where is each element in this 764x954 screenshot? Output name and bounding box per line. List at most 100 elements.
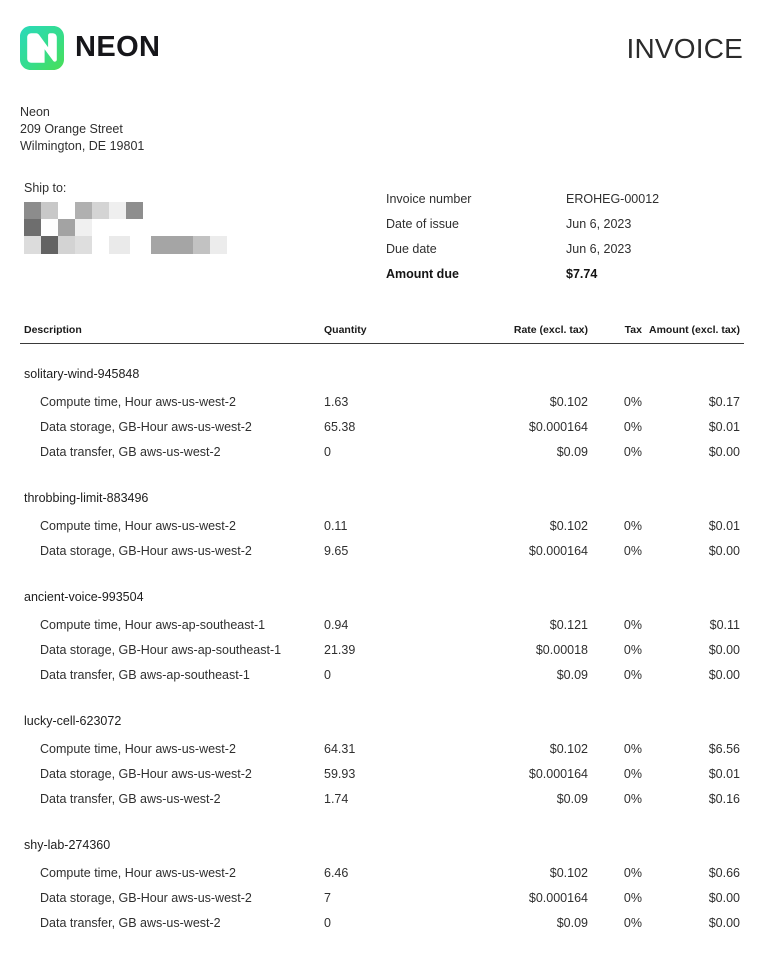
- company-city-state-zip: Wilmington, DE 19801: [20, 139, 145, 153]
- table-header-row: Description Quantity Rate (excl. tax) Ta…: [20, 324, 744, 344]
- redaction-block: [41, 219, 58, 236]
- invoice-detail-label: Due date: [386, 242, 437, 256]
- line-item-description: Data transfer, GB aws-us-west-2: [40, 916, 221, 930]
- line-item-tax: 0%: [623, 618, 642, 632]
- line-item-quantity: 0: [324, 916, 331, 930]
- line-item-amount: $0.11: [709, 618, 740, 632]
- line-item-quantity: 9.65: [324, 544, 349, 558]
- redaction-block: [58, 202, 75, 219]
- line-item-group: shy-lab-274360 Compute time, Hour aws-us-…: [20, 838, 744, 936]
- table-row: Data storage, GB-Hour aws-ap-southeast-1…: [20, 638, 744, 663]
- line-items-table: Description Quantity Rate (excl. tax) Ta…: [20, 324, 744, 936]
- line-item-group: solitary-wind-945848 Compute time, Hour a…: [20, 367, 744, 465]
- ship-to-redacted-address: [24, 202, 227, 254]
- invoice-detail-row: Invoice number EROHEG-00012: [386, 187, 744, 212]
- redaction-block: [75, 219, 92, 236]
- line-item-tax: 0%: [623, 420, 642, 434]
- ship-to-block: Ship to:: [20, 181, 386, 287]
- line-item-rate: $0.000164: [528, 544, 588, 558]
- line-item-tax: 0%: [623, 395, 642, 409]
- line-item-description: Data storage, GB-Hour aws-ap-southeast-1: [40, 643, 282, 657]
- redaction-block: [24, 236, 41, 254]
- table-row: Compute time, Hour aws-us-west-2 64.31 $0.…: [20, 737, 744, 762]
- line-item-quantity: 7: [324, 891, 331, 905]
- column-header-amount: Amount (excl. tax): [648, 324, 740, 336]
- line-item-quantity: 1.63: [324, 395, 349, 409]
- line-item-description: Compute time, Hour aws-us-west-2: [40, 395, 236, 409]
- redaction-block: [58, 236, 75, 254]
- redaction-block: [92, 202, 109, 219]
- redaction-block: [75, 236, 92, 254]
- table-row: Data storage, GB-Hour aws-us-west-2 59.93…: [20, 762, 744, 787]
- redaction-block: [24, 202, 41, 219]
- line-item-rate: $0.00018: [535, 643, 588, 657]
- redaction-block: [24, 219, 41, 236]
- line-item-rate: $0.102: [549, 395, 588, 409]
- line-item-group-name: ancient-voice-993504: [24, 590, 144, 604]
- line-item-amount: $0.01: [708, 519, 740, 533]
- line-item-amount: $0.16: [708, 792, 740, 806]
- table-body: solitary-wind-945848 Compute time, Hour a…: [20, 367, 744, 936]
- line-item-group-rows: Compute time, Hour aws-ap-southeast-1 0.9…: [20, 613, 744, 688]
- line-item-rate: $0.102: [549, 866, 588, 880]
- line-item-description: Compute time, Hour aws-us-west-2: [40, 866, 236, 880]
- line-item-amount: $0.00: [708, 668, 740, 682]
- line-item-amount: $0.17: [708, 395, 740, 409]
- line-item-amount: $0.00: [708, 916, 740, 930]
- line-item-description: Compute time, Hour aws-us-west-2: [40, 519, 236, 533]
- line-item-rate: $0.09: [556, 792, 588, 806]
- table-row: Data storage, GB-Hour aws-us-west-2 9.65 $…: [20, 539, 744, 564]
- line-item-tax: 0%: [623, 916, 642, 930]
- table-row: Compute time, Hour aws-us-west-2 6.46 $0.1…: [20, 861, 744, 886]
- line-item-description: Data storage, GB-Hour aws-us-west-2: [40, 767, 252, 781]
- invoice-detail-value: $7.74: [566, 267, 598, 281]
- brand-lockup: NEON: [20, 26, 160, 70]
- line-item-description: Data storage, GB-Hour aws-us-west-2: [40, 891, 252, 905]
- invoice-details-list: Invoice number EROHEG-00012 Date of issue J…: [386, 181, 744, 287]
- invoice-detail-row: Date of issue Jun 6, 2023: [386, 212, 744, 237]
- line-item-group-name: shy-lab-274360: [24, 838, 111, 852]
- table-row: Data storage, GB-Hour aws-us-west-2 65.38…: [20, 415, 744, 440]
- line-item-amount: $0.66: [708, 866, 740, 880]
- table-row: Data storage, GB-Hour aws-us-west-2 7 $0.0…: [20, 886, 744, 911]
- line-item-quantity: 1.74: [324, 792, 349, 806]
- line-item-amount: $0.00: [708, 544, 740, 558]
- line-item-rate: $0.102: [549, 519, 588, 533]
- line-item-rate: $0.09: [556, 668, 588, 682]
- line-item-quantity: 0: [324, 445, 331, 459]
- line-item-tax: 0%: [623, 767, 642, 781]
- brand-wordmark: NEON: [75, 30, 161, 63]
- invoice-detail-value: Jun 6, 2023: [566, 217, 632, 231]
- line-item-tax: 0%: [623, 445, 642, 459]
- invoice-detail-label: Invoice number: [386, 192, 472, 206]
- line-item-rate: $0.121: [549, 618, 588, 632]
- line-item-rate: $0.000164: [528, 891, 588, 905]
- column-header-tax: Tax: [624, 324, 642, 336]
- page-title: INVOICE: [626, 33, 743, 64]
- line-item-tax: 0%: [623, 643, 642, 657]
- invoice-detail-value: EROHEG-00012: [566, 192, 660, 206]
- redaction-block: [193, 236, 210, 254]
- line-item-tax: 0%: [623, 519, 642, 533]
- line-item-group-name: solitary-wind-945848: [24, 367, 140, 381]
- line-item-rate: $0.09: [556, 916, 588, 930]
- neon-logo-icon: [20, 26, 64, 70]
- redaction-block: [41, 236, 58, 254]
- line-item-group-rows: Compute time, Hour aws-us-west-2 1.63 $0.1…: [20, 390, 744, 465]
- invoice-detail-label: Amount due: [386, 267, 459, 281]
- column-header-description: Description: [24, 324, 82, 336]
- table-row: Data transfer, GB aws-us-west-2 0 $0.09 0% $…: [20, 911, 744, 936]
- line-item-group-rows: Compute time, Hour aws-us-west-2 0.11 $0.1…: [20, 514, 744, 564]
- redaction-block: [75, 202, 92, 219]
- line-item-quantity: 0.94: [324, 618, 349, 632]
- line-item-group: lucky-cell-623072 Compute time, Hour aws-…: [20, 714, 744, 812]
- table-row: Compute time, Hour aws-us-west-2 1.63 $0.1…: [20, 390, 744, 415]
- table-row: Compute time, Hour aws-ap-southeast-1 0.9…: [20, 613, 744, 638]
- line-item-tax: 0%: [623, 792, 642, 806]
- line-item-amount: $0.01: [708, 767, 740, 781]
- line-item-rate: $0.09: [556, 445, 588, 459]
- line-item-description: Data transfer, GB aws-us-west-2: [40, 792, 221, 806]
- column-header-rate: Rate (excl. tax): [513, 324, 588, 336]
- line-item-quantity: 0.11: [324, 519, 348, 533]
